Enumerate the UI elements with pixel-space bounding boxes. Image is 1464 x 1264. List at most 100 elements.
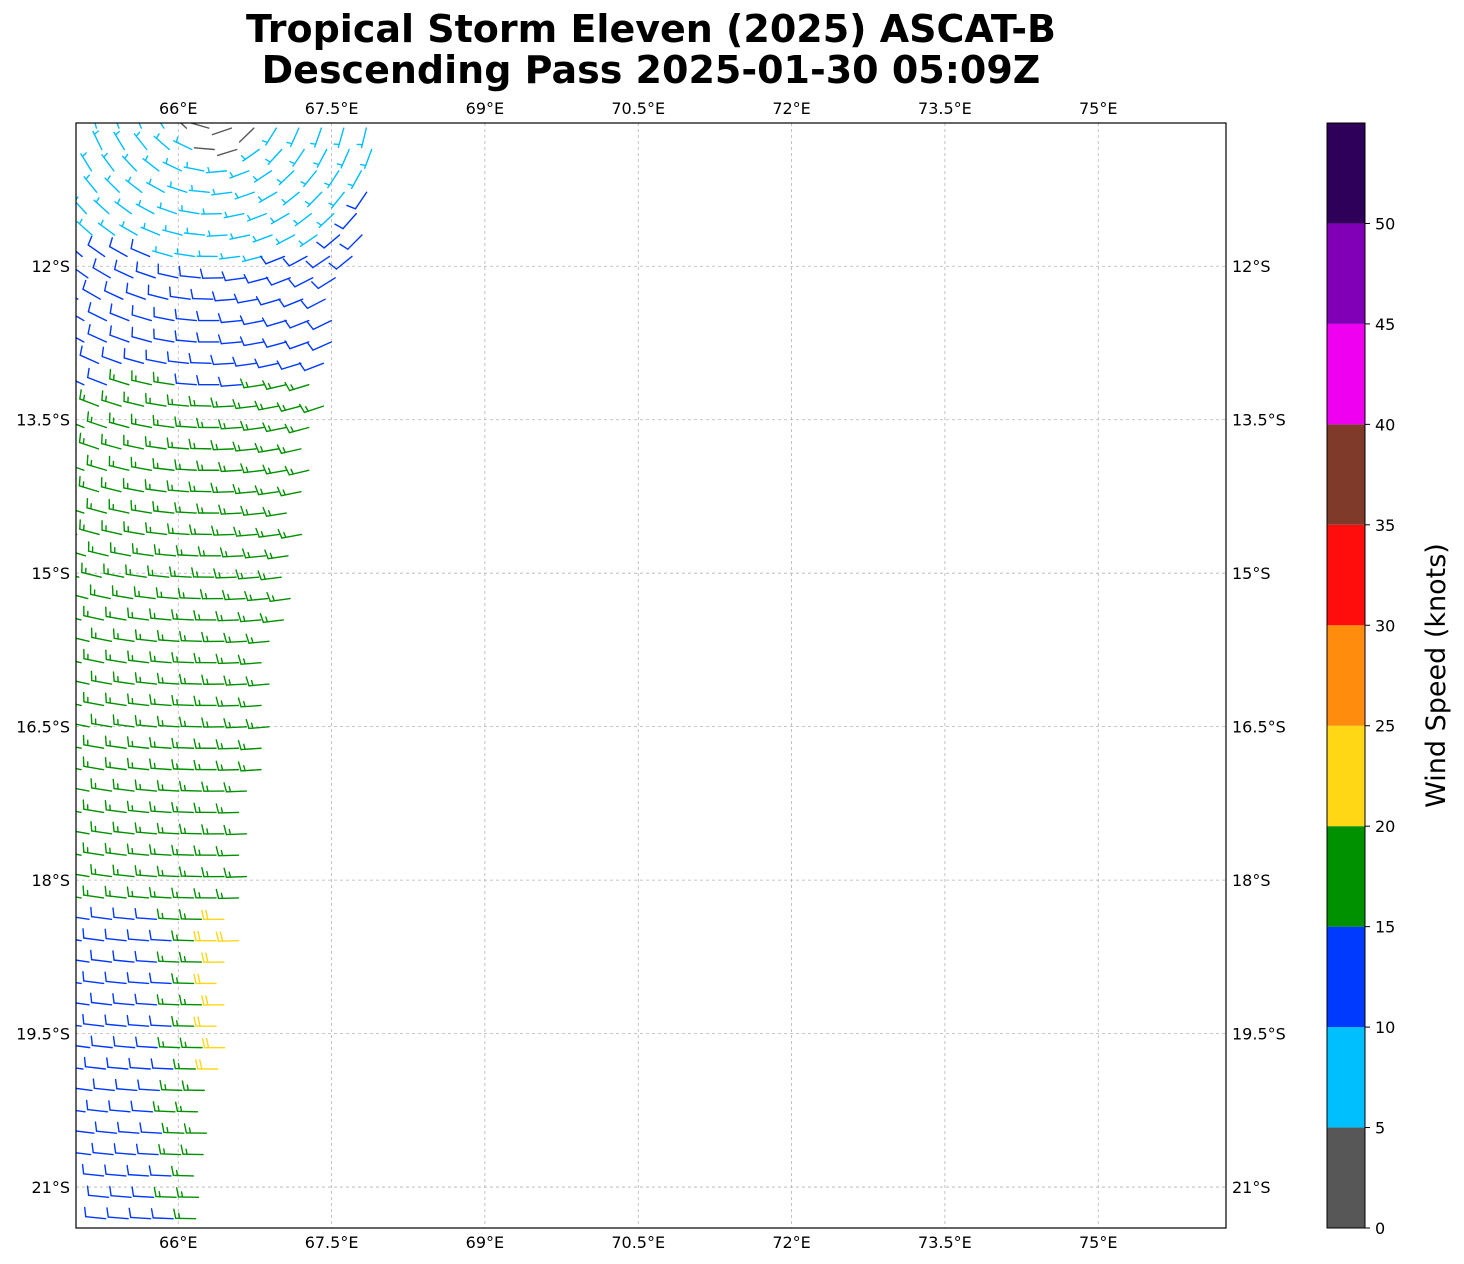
wind-barb (128, 1207, 152, 1220)
lon-tick-label-top: 66°E (159, 99, 197, 118)
wind-barb (103, 563, 125, 578)
wind-barb (149, 694, 172, 707)
wind-barb (145, 349, 167, 365)
wind-barb (311, 277, 336, 290)
wind-barb (156, 908, 180, 921)
wind-barb (215, 760, 240, 771)
wind-barb (133, 586, 156, 600)
wind-barb (76, 533, 78, 536)
wind-barb (233, 526, 258, 537)
colorbar-bin-45-50 (1327, 223, 1365, 324)
wind-barb (262, 380, 287, 390)
wind-barb (174, 459, 198, 471)
wind-barb (210, 482, 235, 494)
lon-tick-label-top: 75°E (1079, 99, 1117, 118)
wind-barb (316, 234, 341, 249)
wind-barb (109, 542, 132, 557)
wind-barb (82, 756, 105, 771)
wind-barb (125, 176, 143, 193)
wind-barb (240, 505, 265, 516)
wind-barb (145, 392, 167, 407)
wind-barb (178, 205, 200, 215)
map-gridlines (76, 123, 1226, 1228)
wind-barb (152, 245, 173, 258)
wind-barb (215, 739, 240, 750)
colorbar-tick-label: 20 (1375, 817, 1395, 836)
wind-barb (221, 271, 246, 282)
wind-barb (216, 148, 238, 157)
wind-barb (145, 522, 168, 536)
wind-barb (130, 499, 153, 514)
wind-barb (87, 367, 108, 386)
wind-barb (254, 358, 280, 369)
wind-barb (284, 381, 310, 392)
wind-barb (123, 521, 145, 536)
wind-barb (282, 255, 308, 267)
wind-barb (356, 127, 368, 149)
wind-barb (83, 1206, 107, 1220)
wind-barb (183, 161, 205, 172)
wind-barb (76, 196, 88, 215)
wind-barb (211, 291, 236, 302)
wind-barb (255, 296, 281, 306)
wind-barb (105, 606, 127, 621)
wind-barb (178, 265, 201, 279)
wind-barb (196, 374, 220, 386)
wind-barb (127, 607, 150, 621)
colorbar-tick-label: 0 (1375, 1219, 1385, 1238)
wind-barb (90, 670, 113, 685)
wind-barb (196, 332, 220, 343)
wind-barb (130, 456, 153, 471)
wind-barb (159, 1079, 183, 1092)
wind-barb (161, 224, 183, 236)
wind-barb (152, 458, 175, 471)
wind-barb (334, 212, 357, 230)
wind-barb (193, 973, 217, 985)
wind-barb (193, 610, 217, 621)
wind-barb (174, 502, 198, 514)
wind-barb (269, 212, 290, 225)
wind-barb (108, 498, 130, 514)
wind-barb (113, 259, 134, 279)
wind-barb (87, 323, 108, 343)
wind-barb (104, 1014, 127, 1027)
wind-barb (215, 888, 240, 900)
wind-barb (261, 127, 278, 146)
wind-barb (193, 652, 217, 664)
wind-barb (217, 376, 242, 387)
wind-barb (148, 929, 172, 942)
wind-barb (196, 460, 220, 471)
wind-barb (135, 1036, 158, 1049)
wind-barb (119, 221, 138, 236)
wind-barb (109, 325, 130, 343)
wind-barb (76, 1109, 86, 1113)
wind-barb (237, 654, 262, 665)
wind-barb (223, 632, 248, 644)
colorbar-bin-35-40 (1327, 424, 1365, 525)
wind-barb (104, 757, 127, 771)
wind-barb (105, 649, 127, 664)
wind-barb (76, 746, 82, 749)
wind-barb (134, 715, 158, 728)
wind-barb (229, 233, 251, 240)
wind-barb (254, 485, 280, 496)
wind-barb (104, 735, 127, 749)
wind-barb (313, 148, 328, 168)
wind-barb (76, 1045, 91, 1049)
wind-barb (277, 528, 303, 539)
wind-barb (131, 326, 153, 343)
wind-barb (240, 463, 265, 474)
wind-barb (76, 315, 85, 322)
wind-barb (104, 799, 127, 814)
wind-barb (171, 930, 195, 942)
wind-barb (90, 713, 113, 728)
wind-barb (286, 127, 300, 148)
wind-barb (76, 916, 90, 921)
wind-barb (100, 476, 122, 493)
wind-barb (289, 148, 305, 167)
wind-barb (288, 277, 314, 288)
wind-barb (79, 389, 100, 407)
wind-barb (215, 931, 240, 942)
wind-barb (81, 562, 102, 578)
wind-barb (134, 779, 158, 792)
